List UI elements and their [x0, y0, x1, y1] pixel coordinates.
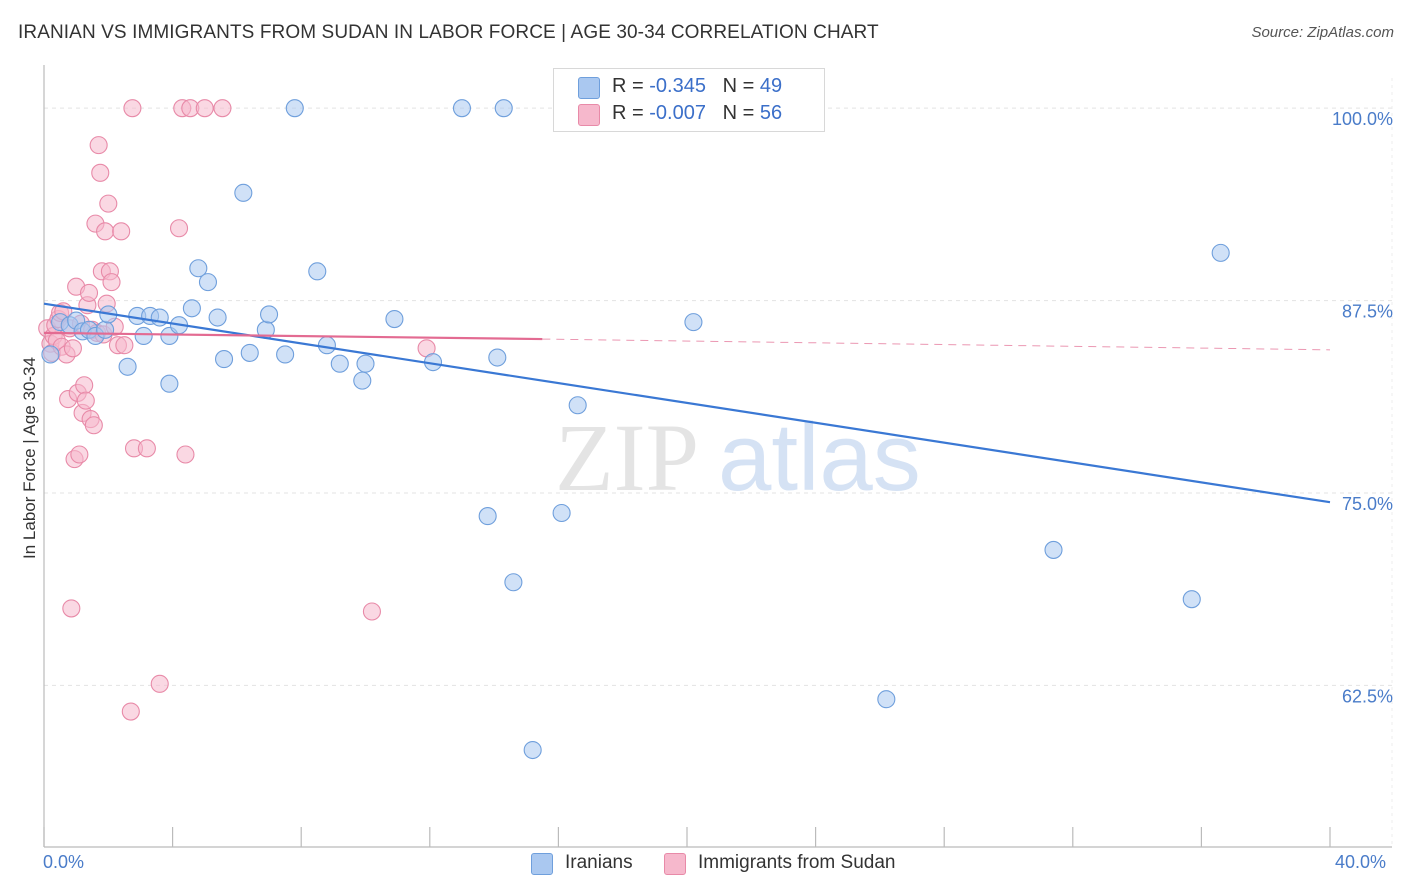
y-tick-label: 87.5%: [1342, 302, 1393, 322]
r-label: R =: [612, 102, 644, 124]
sudan-point: [112, 222, 131, 241]
y-axis-label: In Labor Force | Age 30-34: [20, 357, 39, 559]
iranians-swatch: [578, 77, 600, 99]
x-tick-label-min: 0.0%: [43, 852, 85, 872]
sudan-point: [123, 99, 142, 118]
r-value: -0.345: [649, 75, 706, 97]
source-credit: Source: ZipAtlas.com: [1251, 24, 1394, 41]
iranians-point: [353, 371, 372, 390]
iranians-point: [552, 503, 571, 523]
iranians-point: [41, 345, 60, 364]
watermark-zip: ZIP: [555, 404, 699, 511]
sudan-point: [91, 163, 110, 182]
iranians-point: [234, 183, 253, 202]
y-tick-label: 75.0%: [1342, 494, 1393, 514]
sudan-trend-line: [43, 331, 543, 341]
n-label: N =: [722, 102, 755, 124]
iranians-point: [198, 273, 218, 292]
axes: [43, 65, 1392, 848]
iranians-point: [385, 310, 404, 329]
iranians-trend-line: [43, 302, 1331, 504]
iranians-point: [259, 305, 279, 324]
x-tick-label-max: 40.0%: [1335, 852, 1387, 872]
n-label: N =: [722, 75, 755, 97]
sudan-point: [99, 194, 118, 213]
iranians-point: [523, 740, 542, 760]
sudan-point: [75, 376, 94, 395]
y-tick-label: 100.0%: [1332, 109, 1393, 129]
iranians-point: [214, 350, 234, 369]
sudan-point: [121, 702, 140, 721]
n-value: 56: [759, 102, 783, 124]
iranians-point: [118, 357, 137, 376]
iranians-point: [285, 99, 304, 118]
iranians-point: [488, 348, 507, 367]
sudan-point: [169, 219, 189, 238]
sudan-swatch: [578, 104, 600, 126]
sudan-point: [79, 283, 99, 302]
sudan-trend-line-extension: [542, 338, 1331, 351]
y-tick-labels: 62.5% 75.0% 87.5% 100.0%: [1332, 109, 1393, 706]
iranians-point: [452, 99, 472, 118]
sudan-point: [76, 391, 95, 410]
sudan-point: [150, 674, 169, 693]
iranians-point: [317, 336, 336, 355]
sudan-point: [362, 602, 381, 621]
iranians-point: [330, 354, 349, 373]
watermark-atlas: atlas: [718, 404, 921, 511]
iranians-point: [182, 299, 201, 318]
legend-label-iranians: Iranians: [565, 852, 633, 873]
iranians-point: [1211, 243, 1230, 262]
watermark: ZIP atlas: [555, 404, 921, 511]
r-value: -0.007: [649, 102, 706, 124]
gridlines: [44, 78, 1393, 847]
y-tick-label: 62.5%: [1342, 686, 1393, 706]
iranians-point: [494, 99, 513, 118]
stats-legend: R = -0.345 N = 49 R = -0.007 N = 56: [553, 68, 825, 132]
iranians-point: [189, 259, 208, 278]
iranians-point: [134, 326, 153, 346]
iranians-point: [1044, 540, 1063, 559]
n-value: 49: [759, 75, 783, 97]
iranians-point: [240, 343, 259, 362]
sudan-point: [195, 99, 214, 118]
sudan-point: [63, 339, 82, 358]
iranians-point: [160, 374, 179, 393]
sudan-point: [176, 445, 195, 464]
iranians-point: [478, 507, 497, 526]
iranians-point: [276, 345, 295, 364]
iranians-point: [877, 690, 896, 709]
sudan-point: [96, 222, 115, 241]
sudan-legend-swatch: [664, 853, 686, 875]
sudan-point: [89, 136, 108, 155]
sudan-point: [84, 416, 103, 435]
legend-label-sudan: Immigrants from Sudan: [698, 852, 896, 873]
chart-title: IRANIAN VS IMMIGRANTS FROM SUDAN IN LABO…: [18, 22, 879, 43]
iranians-point: [208, 308, 227, 327]
iranians-point: [504, 573, 523, 592]
iranians-point: [356, 354, 375, 373]
r-label: R =: [612, 75, 644, 97]
iranians-legend-swatch: [531, 853, 553, 875]
iranians-point: [308, 262, 327, 281]
trend-lines: [43, 302, 1331, 504]
sudan-point: [115, 336, 134, 355]
sudan-point: [213, 99, 232, 118]
iranians-point: [1182, 590, 1201, 609]
iranians-point: [568, 396, 587, 415]
sudan-point: [102, 273, 121, 292]
iranians-point: [96, 320, 115, 339]
sudan-point: [62, 599, 81, 618]
sudan-point: [70, 445, 89, 464]
iranians-point: [684, 313, 703, 332]
sudan-point: [137, 439, 156, 458]
